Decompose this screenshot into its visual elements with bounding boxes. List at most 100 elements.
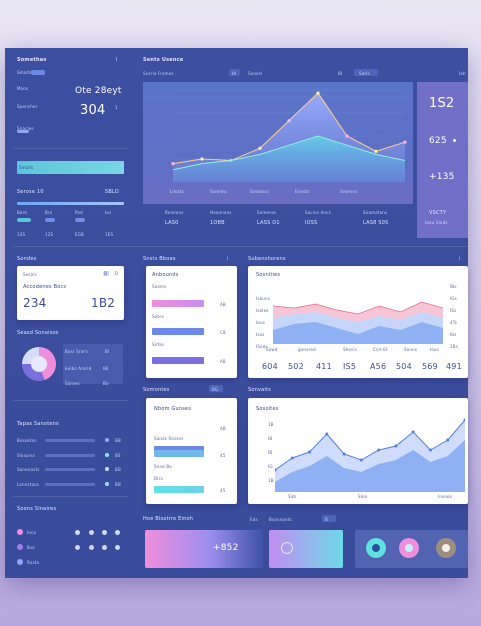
bottom-left-row-0[interactable]: Inco [27,530,37,535]
tile-circle-icon [281,542,293,554]
mid-bar-2 [152,357,204,364]
area-bottom-y-0: 1B [268,422,274,427]
mid-bar-0 [152,300,204,307]
list-item-3[interactable]: Lonestaos [17,482,40,487]
area-bottom-point [325,432,329,436]
bottom-badge[interactable] [322,515,336,522]
link-icon[interactable] [102,530,107,535]
mid-row-value-2: AB [220,359,226,364]
kpi-2-dot [453,139,456,142]
pie-legend-box [63,344,123,384]
left-card-badge-2: D [115,271,119,276]
target-icon[interactable] [115,545,120,550]
hero-point [345,134,349,138]
area-top-val-2: 411 [316,362,332,371]
area-top-x-5: Ioos [430,347,439,352]
list-item-1[interactable]: Slosorss [17,453,36,458]
metric-value-4: LAS8 S0S [363,220,389,226]
hero-point [200,157,204,161]
area-bottom-line [275,419,465,471]
metric-label-4: Snomatans [363,210,388,215]
subtitle-chip[interactable] [31,70,45,75]
teal-action-icon [372,544,380,552]
area-top-x-1: gonored [298,347,316,352]
lower-bar-0 [154,446,204,453]
bottom-left-row-1[interactable]: Bus [27,545,35,550]
value-tile[interactable] [145,530,263,568]
lower-mid-card-title: Nbom Gunses [154,406,192,412]
pie-row-2: Saroes [65,381,80,386]
area-top-val-4: A56 [370,362,387,371]
area-bottom-header: Sonvaits [248,387,271,393]
area-top-y-1: Isoles [256,308,269,313]
area-top-val-0: 604 [262,362,278,371]
pen-icon[interactable] [89,545,94,550]
hero-x-label-1: Sonems [210,189,228,194]
metric-value-0: LAS0 [165,220,179,226]
hero-point [403,140,407,144]
share-icon[interactable] [75,530,80,535]
metric-label-2: Somenss [257,210,277,215]
kpi-panel [417,82,468,238]
add-icon[interactable] [89,530,94,535]
lower-row-value-0: AB [220,426,226,431]
stat-label-3: Ios [105,210,112,215]
left-card-badge[interactable] [103,271,109,276]
left-card: Sesols D D Accodenes Bocs 234 1B2 [17,266,124,320]
lower-mid-badge[interactable] [209,385,223,392]
stat-value-3: 1ES [105,232,114,237]
sidebar-progress [17,161,124,174]
hero-x-label-0: Lilosts [170,189,185,194]
stat-chip-0 [17,218,31,222]
metric-label-3: Socios Ancs [305,210,331,215]
left-card-footer: Seasd Sonaisos [17,330,59,336]
list-item-0[interactable]: Bossetns [17,438,37,443]
kpi-bottom-sub: Iaou Sleds [425,220,448,225]
hero-point [374,149,378,153]
list-value-0: BB [115,438,121,443]
area-bottom-point [342,452,346,456]
main-right-badge[interactable]: Iah [459,71,466,76]
pie-row-1: Eelbs Arorld [65,366,92,371]
kpi-3: +135 [429,172,455,182]
hero-x-label-4: Sroenes [340,189,358,194]
bottom-label-mid: Eds [250,517,258,522]
sidebar-value-a: 304 [80,103,106,118]
pie-row-0: Bosr Srarn [65,349,88,354]
bottom-label-mid2: Bonsnonts [269,517,292,522]
left-divider-3 [13,496,128,497]
settings-icon[interactable] [115,530,120,535]
sidebar-header-mark[interactable]: I [116,57,118,63]
mid-header-mark[interactable]: I [227,256,229,261]
area-top-r-3: 4Ts [450,320,458,325]
metric-value-3: IOSS [305,220,318,226]
area-top-val-6: 569 [422,362,438,371]
area-bottom-point [275,468,277,472]
main-tab-3[interactable] [354,69,378,76]
area-top-mark[interactable]: I [459,256,461,261]
main-tab-2[interactable]: Sonels [248,71,263,76]
area-top-val-5: 504 [396,362,412,371]
progress-label: Smalls [19,165,34,170]
area-top-title: Sosnities [256,272,281,278]
main-tab-3-label: Sorls [359,71,370,76]
list-dot-3 [105,482,109,486]
bottom-left-dot-2 [17,559,23,565]
pie-value-1: IBl [103,366,109,371]
main-tab-3-badge: IB [338,71,343,76]
edit-icon[interactable] [75,545,80,550]
sidebar-label-b: Snacles [17,126,34,131]
bottom-label-left: Hoe Blostrre Emoh [143,516,194,522]
list-value-1: BS [115,453,121,458]
list-dot-2 [105,467,109,471]
area-chart-top [273,301,443,344]
stat-chip-2 [75,218,85,222]
pie-chart [22,347,56,381]
main-left-tab[interactable]: Scoria Fromos [143,71,174,76]
area-bottom-point [411,430,415,434]
main-tab-badge[interactable] [229,69,240,76]
bottom-left-row-2[interactable]: Rosta [27,560,40,565]
clock-icon[interactable] [102,545,107,550]
list-item-2[interactable]: Sanenosts [17,467,40,472]
sidebar-value-a-suffix: 1 [115,105,118,110]
